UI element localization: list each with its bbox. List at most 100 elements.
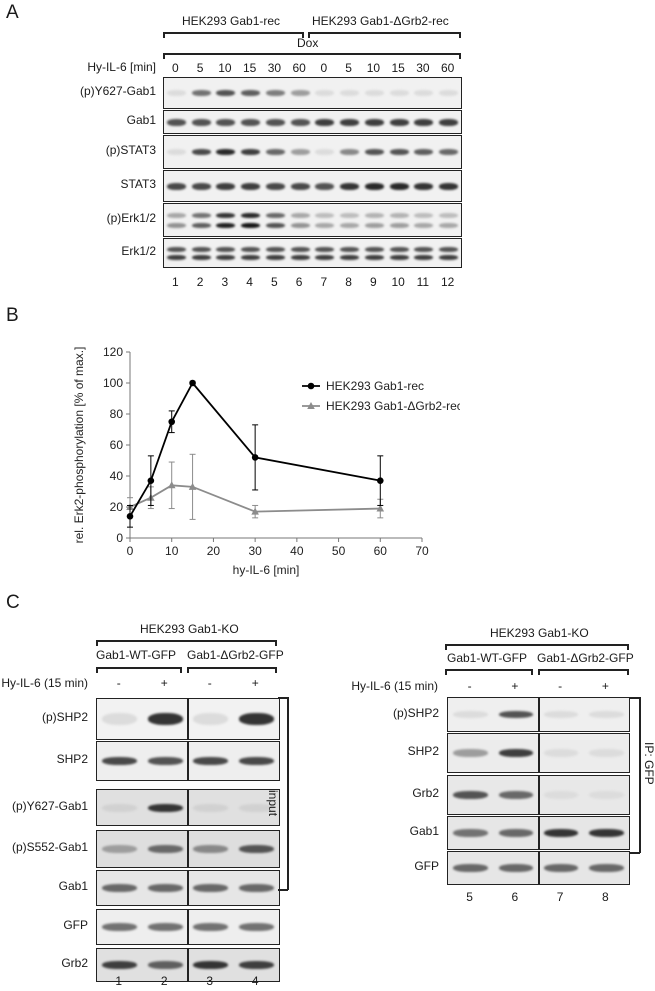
blot-band bbox=[216, 90, 236, 96]
blot-band bbox=[265, 255, 285, 261]
blot-band bbox=[238, 757, 274, 765]
blot-band bbox=[238, 923, 274, 931]
blot-band bbox=[265, 149, 285, 155]
lane-number: 2 bbox=[160, 974, 168, 988]
c-right-col1-bracket bbox=[445, 669, 532, 671]
blot-band bbox=[290, 90, 310, 96]
bracket-tick bbox=[163, 32, 165, 38]
data-point bbox=[167, 481, 176, 489]
data-point bbox=[251, 454, 259, 461]
y-tick-label: 20 bbox=[110, 500, 124, 514]
time-point: 30 bbox=[267, 61, 282, 75]
lane-number: 2 bbox=[196, 275, 204, 289]
blot-band bbox=[498, 711, 534, 718]
blot-band bbox=[241, 149, 261, 155]
western-blot bbox=[163, 238, 462, 268]
blot-band bbox=[265, 118, 285, 126]
blot-band bbox=[315, 118, 335, 126]
blot-band bbox=[102, 757, 138, 765]
treatment-sign: - bbox=[116, 676, 121, 690]
blot-band bbox=[340, 182, 360, 190]
blot-band bbox=[166, 118, 186, 126]
blot-divider bbox=[187, 949, 189, 981]
blot-band bbox=[241, 246, 261, 252]
time-point: 30 bbox=[416, 61, 430, 75]
group2-label: HEK293 Gab1-ΔGrb2-rec bbox=[312, 14, 449, 28]
blot-band bbox=[414, 212, 434, 218]
lane-number: 1 bbox=[172, 275, 179, 289]
blot-band bbox=[191, 118, 211, 126]
data-point bbox=[376, 477, 384, 484]
blot-band bbox=[439, 246, 459, 252]
treatment-sign: + bbox=[511, 679, 519, 693]
blot-band bbox=[315, 212, 335, 218]
blot-label: Gab1 bbox=[58, 879, 88, 893]
treatment-sign: + bbox=[251, 676, 259, 690]
blot-band bbox=[414, 222, 434, 228]
blot-band bbox=[216, 222, 236, 228]
blot-band bbox=[364, 246, 384, 252]
blot-band bbox=[166, 255, 186, 261]
blot-band bbox=[589, 791, 624, 799]
blot-band bbox=[193, 713, 229, 725]
blot-band bbox=[241, 255, 261, 261]
blot-band bbox=[193, 845, 229, 853]
blot-band bbox=[589, 864, 624, 872]
lane-number: 4 bbox=[251, 974, 259, 988]
group1-bracket bbox=[163, 32, 303, 34]
lane-number: 3 bbox=[206, 974, 214, 988]
blot-band bbox=[238, 713, 274, 725]
lane-number: 10 bbox=[391, 275, 405, 289]
lane-number: 6 bbox=[295, 275, 303, 289]
blot-band bbox=[340, 222, 360, 228]
blot-band bbox=[147, 757, 183, 765]
data-point bbox=[147, 477, 155, 484]
data-point bbox=[188, 482, 197, 490]
blot-band bbox=[439, 149, 459, 155]
data-point bbox=[376, 504, 385, 512]
blot-band bbox=[498, 749, 534, 757]
c-left-header: HEK293 Gab1-KO bbox=[140, 622, 239, 636]
blot-label: Gab1 bbox=[409, 824, 439, 838]
blot-band bbox=[453, 749, 488, 757]
blot-band bbox=[364, 149, 384, 155]
dox-bracket bbox=[163, 53, 460, 55]
time-point: 60 bbox=[440, 61, 455, 75]
blot-band bbox=[166, 149, 186, 155]
blot-band bbox=[315, 222, 335, 228]
c-right-col2: Gab1-ΔGrb2-GFP bbox=[537, 651, 634, 665]
data-point bbox=[126, 513, 134, 520]
blot-divider bbox=[537, 817, 540, 849]
c-right-col2-bracket bbox=[538, 669, 628, 671]
bracket-tick bbox=[275, 667, 277, 673]
blot-label: (p)SHP2 bbox=[41, 710, 88, 724]
blot-label: Gab1 bbox=[126, 113, 156, 127]
western-blot bbox=[447, 697, 630, 732]
blot-divider bbox=[187, 831, 189, 867]
bracket-tick bbox=[445, 669, 447, 675]
bracket-tick bbox=[187, 667, 189, 673]
time-point: 15 bbox=[391, 61, 405, 75]
lane-number: 8 bbox=[602, 890, 609, 904]
y-tick-label: 60 bbox=[110, 438, 124, 452]
blot-band bbox=[147, 803, 183, 812]
blot-band bbox=[589, 749, 624, 757]
time-point: 0 bbox=[320, 61, 328, 75]
blot-band bbox=[290, 118, 310, 126]
blot-band bbox=[216, 255, 236, 261]
bracket-tick bbox=[302, 32, 304, 38]
x-tick-label: 20 bbox=[207, 544, 221, 558]
blot-band bbox=[498, 864, 534, 872]
lane-number: 6 bbox=[511, 890, 519, 904]
blot-band bbox=[290, 246, 310, 252]
blot-band bbox=[265, 246, 285, 252]
lane-number: 7 bbox=[556, 890, 564, 904]
x-tick-label: 0 bbox=[127, 544, 134, 558]
blot-band bbox=[193, 757, 229, 765]
legend-marker bbox=[307, 382, 315, 390]
time-point: 5 bbox=[345, 61, 352, 75]
western-blot bbox=[447, 851, 630, 885]
blot-band bbox=[414, 149, 434, 155]
data-point bbox=[168, 418, 176, 426]
western-blot bbox=[163, 170, 462, 202]
